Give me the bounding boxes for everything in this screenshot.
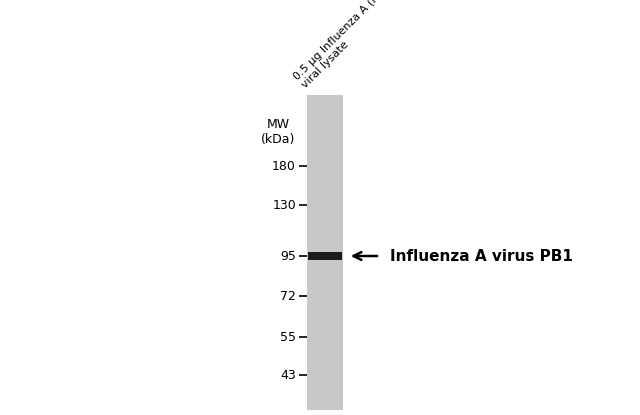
- Bar: [308, 252, 342, 260]
- Bar: [307, 95, 343, 410]
- Text: 95: 95: [280, 249, 296, 263]
- Text: MW
(kDa): MW (kDa): [261, 118, 295, 146]
- Text: 0.5 μg Influenza A (H1N1)
viral lysate: 0.5 μg Influenza A (H1N1) viral lysate: [292, 0, 409, 90]
- Text: 43: 43: [280, 369, 296, 381]
- Text: 130: 130: [272, 198, 296, 212]
- Text: 55: 55: [280, 330, 296, 344]
- Text: 180: 180: [272, 159, 296, 173]
- Text: 72: 72: [280, 290, 296, 303]
- Text: Influenza A virus PB1: Influenza A virus PB1: [390, 249, 573, 264]
